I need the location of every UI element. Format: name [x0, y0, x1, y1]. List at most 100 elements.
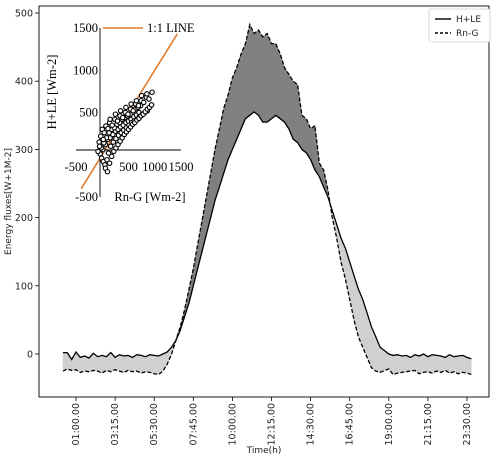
fill-between-segment [466, 357, 472, 375]
fill-between-segment [284, 66, 290, 130]
y-tick-label: 100 [15, 281, 33, 292]
scatter-point [119, 114, 126, 121]
x-tick-label: 12:15.00 [267, 403, 278, 446]
scatter-point [149, 89, 155, 95]
inset-y-axis-label: H+LE [Wm-2] [45, 55, 59, 130]
fill-between-segment [258, 29, 264, 123]
inset-y-tick-label: 1500 [73, 21, 98, 35]
inset-x-axis-label: Rn-G [Wm-2] [114, 190, 185, 204]
y-tick-label: 400 [15, 77, 33, 88]
fill-between-segment [453, 355, 459, 375]
fill-between-segment [297, 84, 303, 151]
scatter-point [133, 97, 140, 104]
series-line-hle [63, 111, 472, 361]
fill-between-segment [232, 67, 237, 150]
fill-between-segment [101, 355, 107, 374]
x-axis-label: Time(h) [246, 446, 282, 456]
inset-x-tick-label: 1500 [169, 160, 194, 174]
fill-between-segment [62, 352, 68, 372]
fill-between-segment [97, 355, 103, 374]
x-tick-label: 01:00.00 [71, 403, 82, 446]
fill-between-segment [419, 353, 424, 375]
inset-y-tick-label: 500 [79, 106, 98, 120]
inset-y-tick-label: 1000 [73, 63, 98, 77]
fill-between-segment [119, 354, 124, 373]
fill-between-segment [271, 43, 277, 120]
main-plot: 0 100 200 300 400 500 01:00.00 03:15.00 05:30.00… [4, 5, 490, 456]
series-line-rng [62, 22, 472, 376]
fill-between-segment [449, 354, 455, 374]
scatter-point [101, 130, 108, 136]
x-tick-label: 19:00.00 [384, 403, 395, 446]
scatter-point [109, 122, 115, 128]
scatter-point [114, 118, 121, 124]
legend-entry-hle: H+LE [456, 15, 481, 25]
fill-between-segment [158, 353, 164, 375]
fill-between-segment [436, 355, 442, 373]
fill-between-segment [293, 80, 298, 143]
fill-between-segment [123, 355, 129, 373]
fill-between-segment [462, 355, 468, 374]
x-tick-label: 07:45.00 [188, 403, 199, 446]
scatter-point [123, 104, 129, 111]
scatter-point [144, 91, 150, 97]
scatter-point [107, 143, 114, 150]
fill-between-segment [314, 125, 320, 178]
x-tick-label: 21:15.00 [423, 403, 434, 446]
scatter-point [105, 150, 112, 156]
fill-between-segment [458, 355, 463, 375]
y-tick-label: 200 [15, 213, 33, 224]
inset-x-tick-label: 1000 [142, 160, 167, 174]
scatter-point [104, 168, 111, 175]
fill-between-segment [136, 354, 142, 374]
scatter-point [135, 102, 142, 109]
x-tick-label: 14:30.00 [306, 403, 317, 446]
scatter-point [146, 96, 152, 102]
fill-between-segment [301, 114, 307, 154]
scatter-point [130, 108, 136, 114]
fill-between-segment [397, 354, 403, 374]
y-tick-label: 0 [27, 350, 33, 361]
fill-between-segment [253, 29, 259, 116]
scatter-point [140, 99, 147, 106]
y-tick-label: 300 [15, 145, 33, 156]
y-tick-label: 500 [15, 9, 33, 20]
fill-between-segment [80, 355, 85, 373]
x-tick-label: 23:30.00 [462, 403, 473, 446]
scatter-point [117, 108, 124, 114]
fill-between-segment [266, 33, 272, 123]
scatter-point [112, 111, 119, 117]
fill-between-segment [145, 354, 151, 373]
legend-box [428, 8, 491, 43]
plot-frame [38, 5, 490, 398]
legend-entry-rng: Rn-G [456, 29, 479, 39]
fill-between-segment [240, 43, 246, 130]
fill-between-segment [392, 354, 398, 375]
x-tick-label: 10:00.00 [227, 403, 238, 446]
inset-legend-label: 1:1 LINE [147, 21, 195, 35]
fill-between-segment [275, 43, 281, 120]
fill-between-segment [432, 354, 437, 374]
scatter-point [128, 101, 134, 107]
scatter-point [125, 111, 131, 117]
scatter-point [100, 136, 107, 143]
fill-between-segment [249, 24, 255, 116]
x-tick-label: 16:45.00 [345, 403, 356, 446]
fill-between-segment [127, 355, 133, 373]
legend: H+LE Rn-G [428, 8, 491, 43]
inset-y-tick-label: -500 [75, 190, 98, 204]
fill-between-segment [153, 355, 159, 375]
scatter-point [107, 116, 113, 123]
fill-between-segment [140, 355, 146, 374]
scatter-point [105, 125, 111, 132]
fill-between-segment [149, 354, 155, 375]
x-tick-label: 05:30.00 [149, 403, 160, 446]
fill-between-segment [262, 33, 268, 123]
scatter-point [96, 143, 103, 150]
scatter-point [95, 148, 101, 155]
y-axis-label: Energy fluxes[W+1M-2] [4, 148, 14, 255]
fill-between-segment [379, 346, 385, 373]
scatter-point [148, 102, 155, 108]
